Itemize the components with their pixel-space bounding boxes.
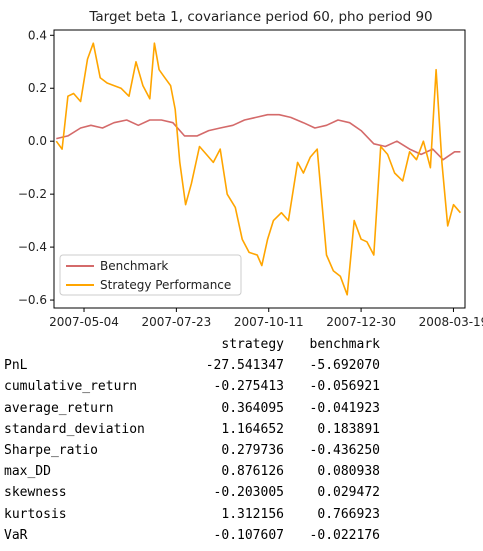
legend-box xyxy=(59,254,242,296)
series-line-strategy xyxy=(55,42,462,296)
stats-row: Sharpe_ratio 0.279736 -0.436250 xyxy=(4,440,380,461)
stats-row-benchmark: 0.183891 xyxy=(317,421,380,437)
stats-row-benchmark: -0.041923 xyxy=(309,400,380,416)
plot-frame xyxy=(53,29,466,309)
stats-row-strategy: 0.364095 xyxy=(221,400,284,416)
y-tick-label: −0.4 xyxy=(18,240,47,254)
legend-label-benchmark: Benchmark xyxy=(100,259,168,273)
x-tick-label: 2007-05-04 xyxy=(49,315,119,329)
stats-row: max_DD 0.876126 0.080938 xyxy=(4,461,380,482)
y-tick-label: −0.2 xyxy=(18,187,47,201)
stats-row-name: cumulative_return xyxy=(4,379,138,395)
stats-row-name: max_DD xyxy=(4,464,51,480)
line-chart: Target beta 1, covariance period 60, pho… xyxy=(18,9,483,329)
y-tick-label: −0.6 xyxy=(18,293,47,307)
stats-row-name: kurtosis xyxy=(4,506,67,522)
stats-header-strategy: strategy xyxy=(221,337,284,352)
stats-row-benchmark: 0.029472 xyxy=(317,485,380,501)
stats-row-benchmark: -0.436250 xyxy=(309,443,380,459)
stats-row-name: standard_deviation xyxy=(4,421,145,437)
stats-body: PnL -27.541347 -5.692070 cumulative_return -… xyxy=(4,355,380,546)
stats-table: strategy benchmark PnL -27.541347 -5.69207… xyxy=(4,334,380,546)
stats-row-strategy: 1.312156 xyxy=(221,506,284,522)
y-tick-label: 0.2 xyxy=(28,81,47,95)
stats-row: cumulative_return -0.275413 -0.056921 xyxy=(4,376,380,397)
legend: Benchmark Strategy Performance xyxy=(59,254,242,296)
stats-row-benchmark: 0.080938 xyxy=(317,464,380,480)
y-tick-label: 0.4 xyxy=(28,28,47,42)
stats-row: kurtosis 1.312156 0.766923 xyxy=(4,504,380,525)
stats-header-row: strategy benchmark xyxy=(4,334,380,355)
stats-row-name: skewness xyxy=(4,485,67,501)
stats-row-benchmark: -0.022176 xyxy=(309,527,380,543)
stats-row-strategy: 0.279736 xyxy=(221,443,284,459)
x-tick-label: 2008-03-19 xyxy=(419,315,483,329)
stats-row-benchmark: -0.056921 xyxy=(309,379,380,395)
stats-row-name: PnL xyxy=(4,358,28,374)
x-tick-label: 2007-07-23 xyxy=(142,315,212,329)
legend-label-strategy: Strategy Performance xyxy=(100,278,231,292)
x-tick-label: 2007-12-30 xyxy=(326,315,396,329)
stats-row-benchmark: -5.692070 xyxy=(309,358,380,374)
stats-row: skewness -0.203005 0.029472 xyxy=(4,482,380,503)
stats-row-strategy: -0.107607 xyxy=(213,527,284,543)
stats-row: standard_deviation 1.164652 0.183891 xyxy=(4,419,380,440)
stats-row-strategy: 0.876126 xyxy=(221,464,284,480)
stats-row-strategy: -27.541347 xyxy=(205,358,284,374)
stats-header-benchmark: benchmark xyxy=(309,337,380,352)
stats-row-benchmark: 0.766923 xyxy=(317,506,380,522)
stats-row-name: average_return xyxy=(4,400,114,416)
stats-row-name: Sharpe_ratio xyxy=(4,443,98,459)
x-tick-label: 2007-10-11 xyxy=(234,315,304,329)
stats-row-strategy: 1.164652 xyxy=(221,421,284,437)
stats-row-name: VaR xyxy=(4,527,28,543)
stats-row: average_return 0.364095 -0.041923 xyxy=(4,398,380,419)
stats-header-blank xyxy=(4,334,180,355)
series-line-benchmark xyxy=(56,113,461,161)
y-tick-label: 0.0 xyxy=(28,134,47,148)
chart-title: Target beta 1, covariance period 60, pho… xyxy=(88,9,432,25)
stats-row: VaR -0.107607 -0.022176 xyxy=(4,525,380,546)
stats-row-strategy: -0.275413 xyxy=(213,379,284,395)
stats-row-strategy: -0.203005 xyxy=(213,485,284,501)
stats-row: PnL -27.541347 -5.692070 xyxy=(4,355,380,376)
